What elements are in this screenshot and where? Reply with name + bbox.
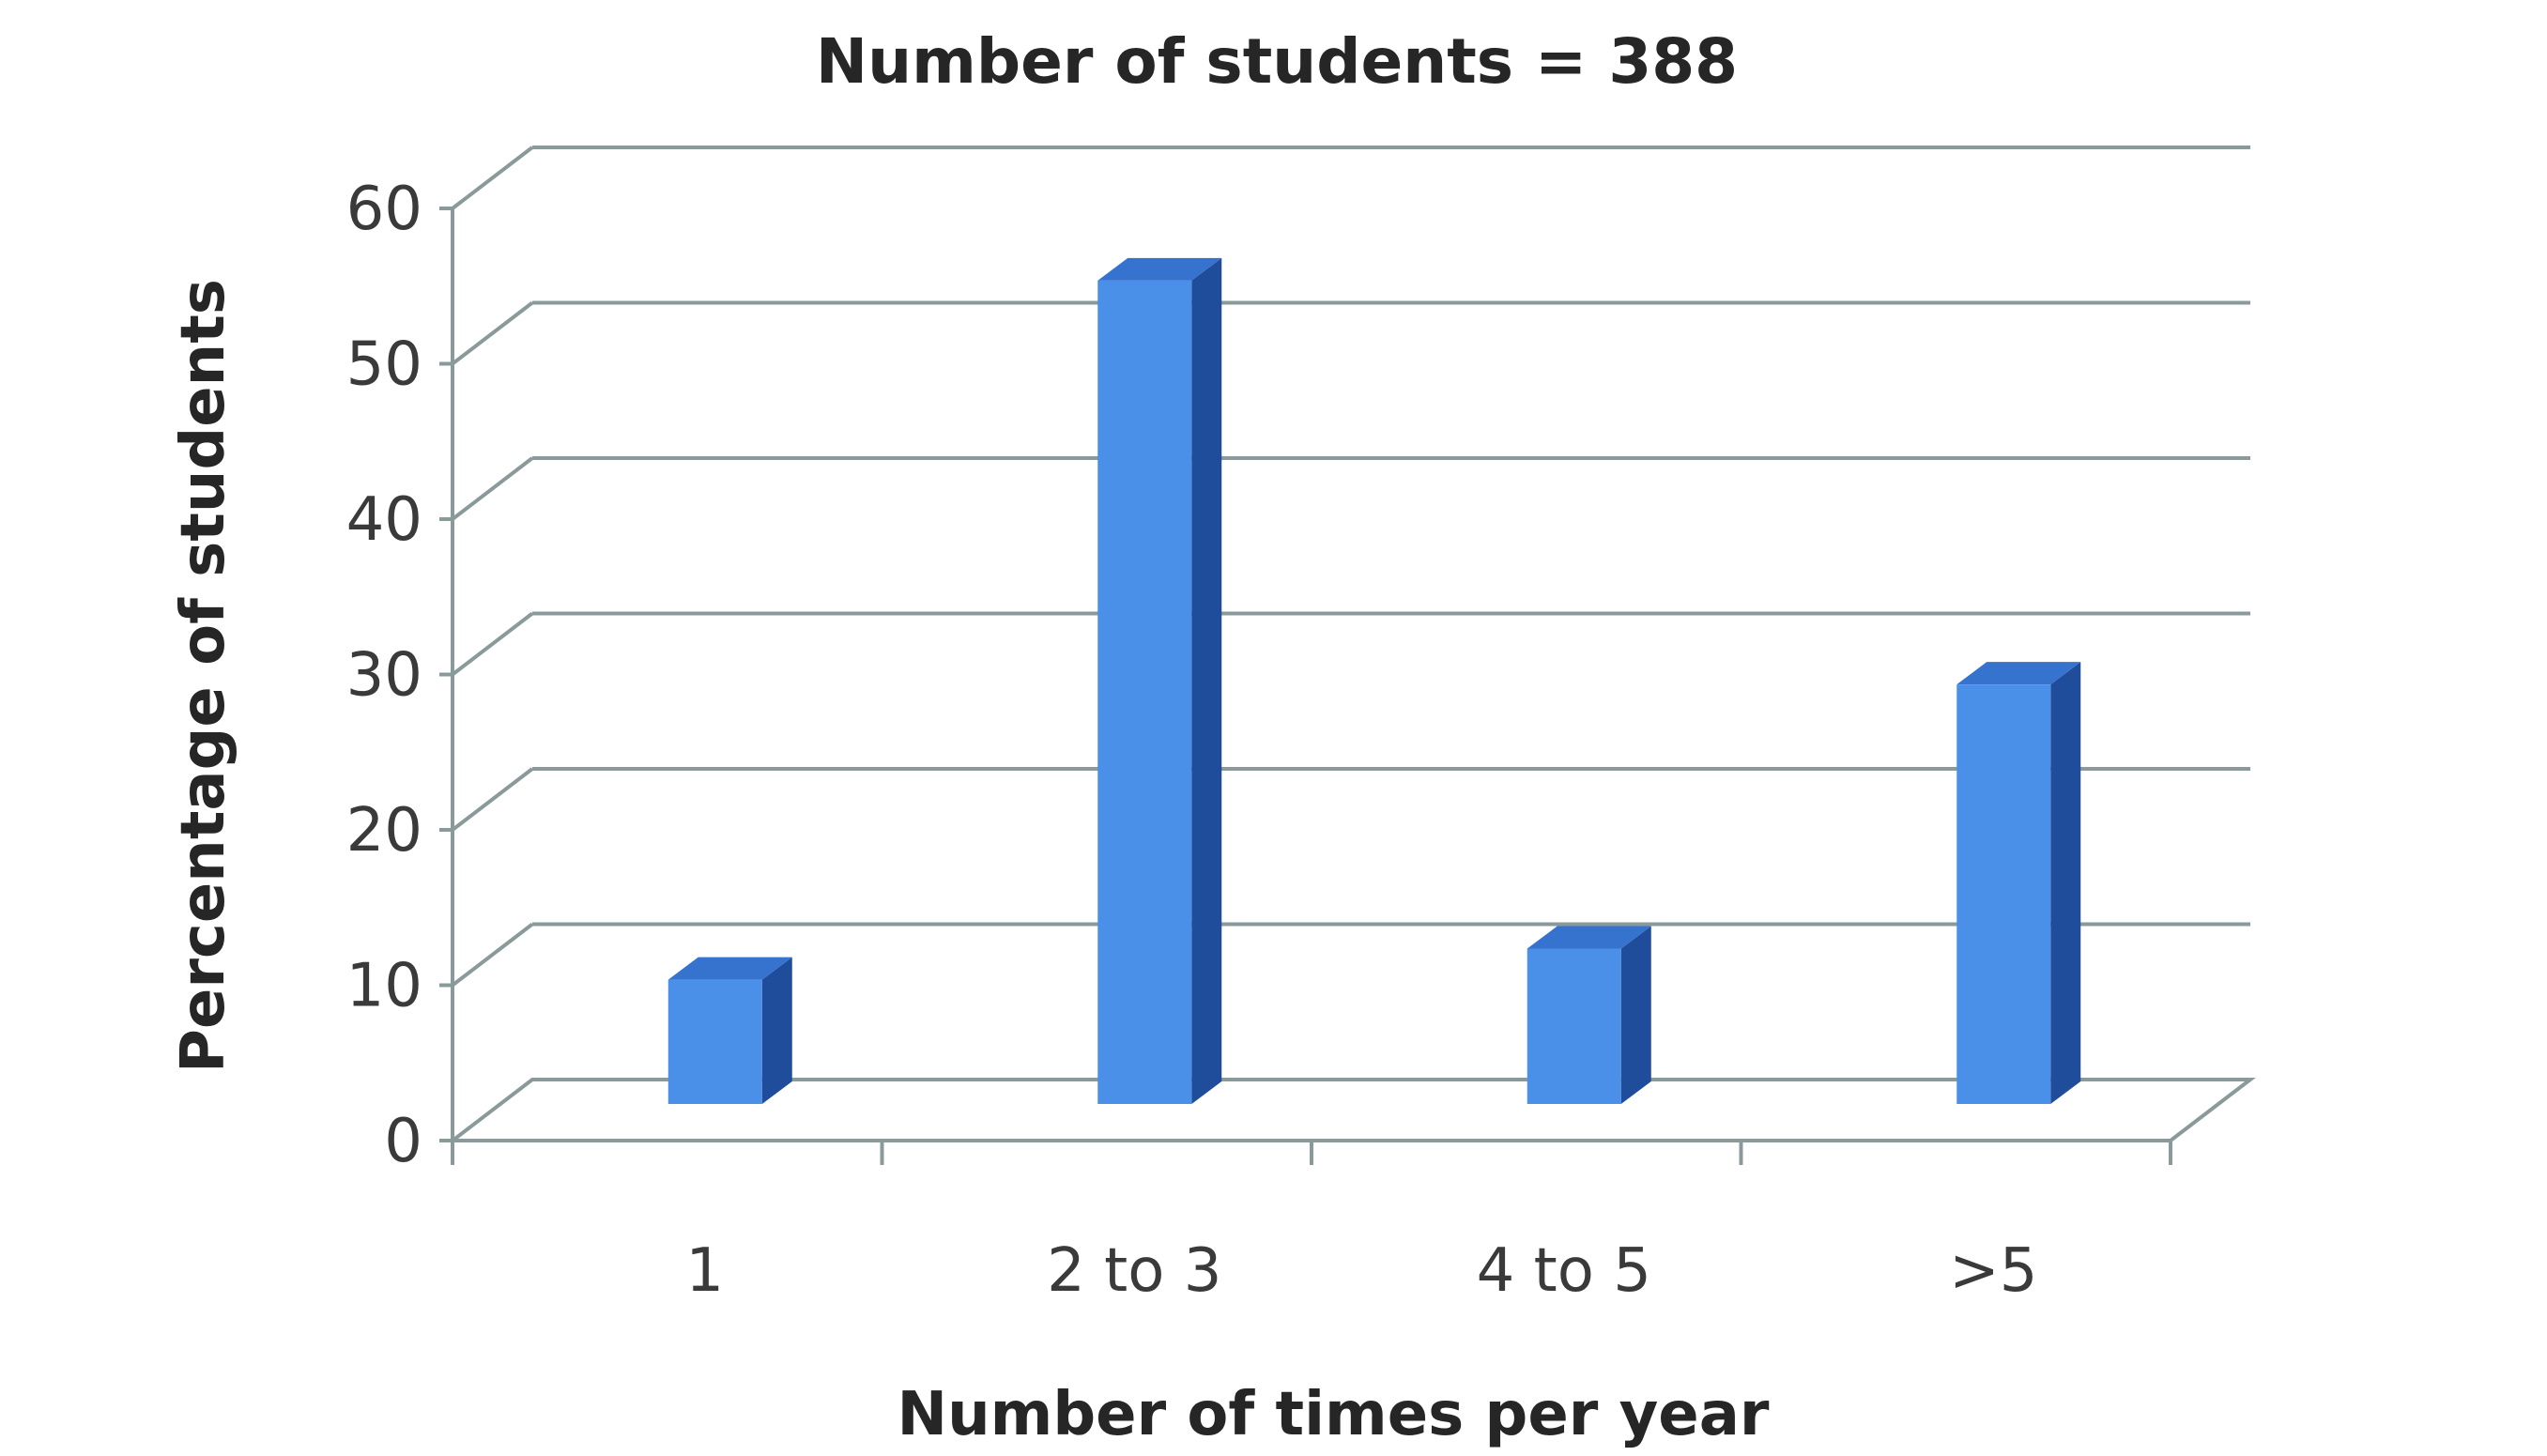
bar (1527, 926, 1651, 1104)
bar-front (1097, 280, 1192, 1105)
bar-top (1527, 926, 1651, 949)
bar-side (1191, 257, 1222, 1105)
y-tick-label: 60 (346, 175, 422, 244)
bar-front (667, 979, 762, 1104)
chart-title: Number of students = 388 (816, 25, 1738, 98)
bar-side (2050, 662, 2081, 1104)
x-tick-label: 2 to 3 (1047, 1236, 1221, 1306)
y-tick-label: 30 (346, 641, 422, 711)
bar-front (1527, 948, 1621, 1104)
y-tick-label: 50 (346, 330, 422, 400)
bar-top (1097, 257, 1222, 281)
bar (1097, 257, 1222, 1105)
x-tick-label: 1 (685, 1236, 724, 1306)
x-tick-label: 4 to 5 (1477, 1236, 1651, 1306)
y-tick-label: 10 (346, 952, 422, 1021)
x-axis-label: Number of times per year (898, 1380, 1770, 1449)
x-axis-ticks: 1 2 to 3 4 to 5 >5 (451, 1141, 2172, 1306)
bars (667, 257, 2081, 1105)
gridline-side (451, 611, 534, 677)
y-tick-label: 20 (346, 796, 422, 866)
bar-side (761, 957, 792, 1104)
gridline-side (451, 922, 534, 988)
gridline-side (451, 456, 534, 521)
y-axis-label: Percentage of students (169, 279, 238, 1073)
gridline-side (451, 767, 534, 832)
gridline-side (451, 146, 534, 210)
bar-side (1620, 926, 1651, 1104)
y-tick-label: 40 (346, 485, 422, 555)
bar (1956, 662, 2081, 1104)
y-tick-label: 0 (384, 1107, 422, 1176)
bar-top (1956, 662, 2081, 685)
chart-floor (447, 1078, 2256, 1142)
y-axis-ticks: 0 10 20 30 40 50 60 (346, 175, 453, 1176)
x-tick-label: >5 (1949, 1236, 2037, 1306)
gridline-side (451, 300, 534, 366)
bar (667, 957, 792, 1104)
bar-front (1956, 684, 2051, 1104)
bar-top (667, 957, 792, 980)
